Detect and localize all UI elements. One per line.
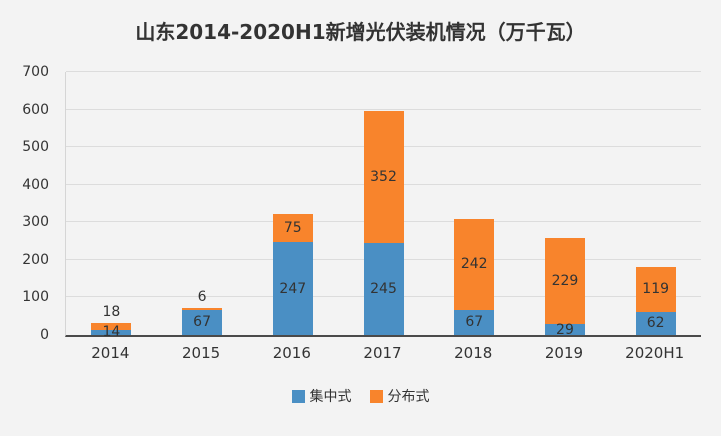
bar-stack: 119 62 — [635, 72, 676, 335]
bar-segment-centralized[interactable]: 67 — [454, 309, 495, 335]
data-label: 247 — [279, 280, 307, 297]
bars-row: 18 14 6 67 75 247 352 245 242 67 229 29 119 62 — [66, 72, 701, 339]
bar-segment-distributed[interactable] — [91, 323, 132, 330]
legend-swatch — [291, 389, 305, 403]
bar-group: 75 247 — [247, 72, 338, 335]
y-tick-label: 500 — [22, 139, 49, 156]
x-axis-labels: 2014 2015 2016 2017 2018 2019 2020H1 — [65, 344, 700, 362]
x-tick-label: 2018 — [454, 344, 493, 362]
y-tick-label: 100 — [22, 289, 49, 306]
chart-title: 山东2014-2020H1新增光伏装机情况（万千瓦） — [135, 20, 586, 44]
y-tick-label: 300 — [22, 214, 49, 231]
data-label: 14 — [102, 324, 121, 341]
legend-swatch — [369, 389, 383, 403]
x-tick-label: 2019 — [544, 344, 584, 362]
bar-stack: 75 247 — [272, 72, 313, 335]
data-label: 62 — [646, 315, 665, 332]
y-tick-label: 700 — [22, 64, 49, 80]
legend-label: 分布式 — [387, 389, 430, 405]
data-label: 18 — [102, 303, 121, 320]
bar-segment-centralized[interactable]: 245 — [363, 242, 404, 335]
legend-item[interactable]: 集中式 — [291, 386, 352, 406]
x-tick-label: 2016 — [272, 344, 311, 362]
legend-label: 集中式 — [309, 389, 352, 405]
data-label: 67 — [465, 314, 484, 331]
bar-segment-distributed[interactable]: 119 — [635, 267, 676, 312]
y-tick-label: 600 — [22, 101, 49, 118]
bar-stack: 242 67 — [454, 72, 495, 335]
y-tick-label: 400 — [22, 176, 49, 193]
data-label: 119 — [642, 281, 670, 298]
data-label: 245 — [370, 280, 397, 297]
data-label: 67 — [193, 314, 211, 331]
y-tick-label: 0 — [40, 327, 49, 343]
data-label: 29 — [556, 321, 574, 338]
bar-group: 242 67 — [429, 72, 520, 335]
data-label: 352 — [370, 168, 397, 185]
bar-group: 6 67 — [157, 72, 248, 335]
data-label: 242 — [460, 256, 488, 273]
x-tick-label: 2020H1 — [625, 344, 685, 362]
bar-segment-distributed[interactable]: 229 — [544, 238, 585, 325]
bar-group: 229 29 — [520, 72, 611, 338]
legend-item[interactable]: 分布式 — [369, 386, 430, 406]
bar-segment-centralized[interactable]: 14 — [91, 325, 132, 339]
bar-segment-distributed[interactable]: 242 — [454, 218, 495, 310]
bar-segment-distributed[interactable] — [182, 307, 223, 310]
data-label: 229 — [551, 273, 579, 290]
bar-stack: 352 245 — [363, 72, 404, 335]
bar-group: 352 245 — [338, 72, 429, 335]
y-tick-label: 200 — [22, 251, 49, 268]
bar-segment-centralized[interactable]: 62 — [635, 311, 676, 335]
bar-segment-centralized[interactable]: 247 — [272, 242, 313, 335]
bar-segment-distributed[interactable]: 352 — [363, 110, 404, 243]
bar-group: 119 62 — [610, 72, 701, 335]
x-tick-label: 2017 — [363, 344, 402, 362]
bar-group: 18 14 — [66, 72, 157, 339]
data-label: 6 — [197, 288, 207, 305]
bar-segment-distributed[interactable]: 75 — [272, 214, 313, 243]
bar-stack: 229 29 — [544, 72, 585, 338]
bar-segment-centralized[interactable]: 67 — [182, 309, 223, 335]
bar-segment-centralized[interactable]: 29 — [544, 321, 585, 338]
bar-stack: 67 — [182, 72, 223, 335]
x-tick-label: 2014 — [91, 344, 130, 362]
legend: 集中式 分布式 — [0, 386, 721, 406]
bar-stack: 14 — [91, 72, 132, 339]
gridline — [66, 108, 701, 110]
x-tick-label: 2015 — [181, 344, 221, 362]
plot-area: 18 14 6 67 75 247 352 245 242 67 229 29 119 62 — [65, 71, 701, 339]
data-label: 75 — [283, 220, 302, 237]
y-axis-labels: 0 100 200 300 400 500 600 700 — [0, 65, 57, 342]
gridline — [66, 71, 701, 72]
